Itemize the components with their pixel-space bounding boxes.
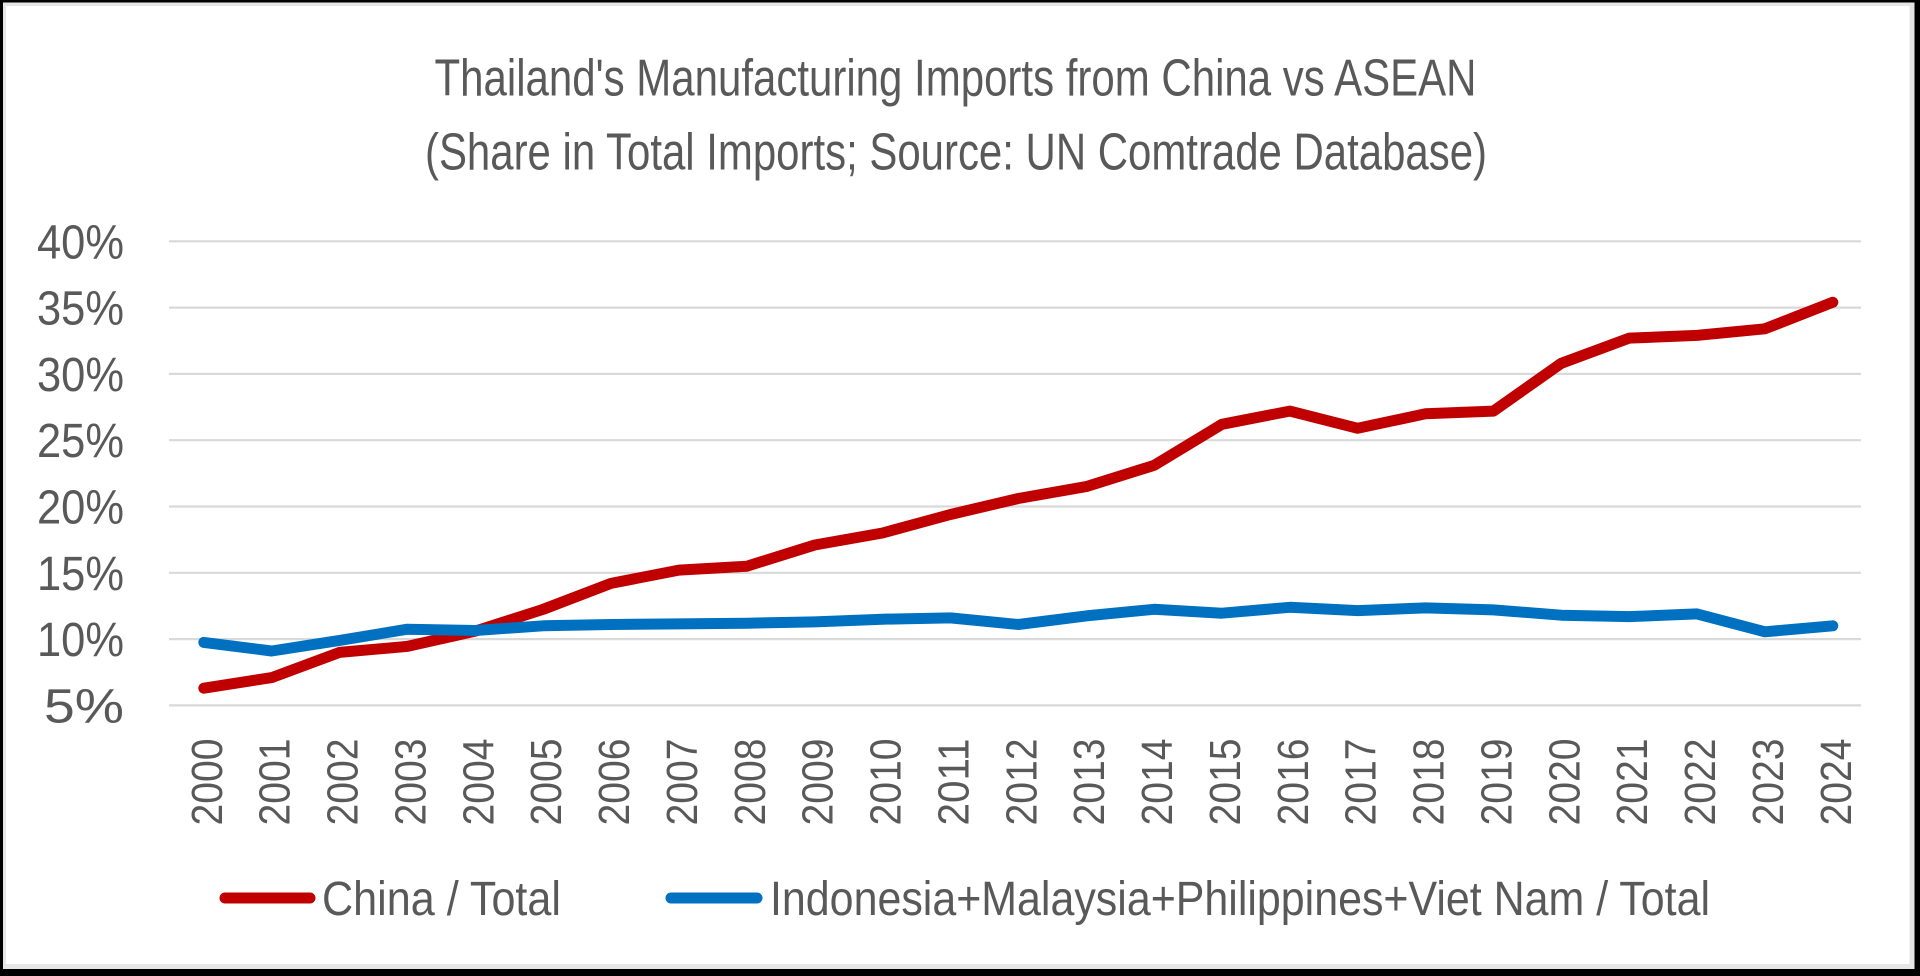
svg-text:Indonesia+Malaysia+Philippines: Indonesia+Malaysia+Philippines+Viet Nam … xyxy=(770,873,1710,926)
svg-text:2001: 2001 xyxy=(251,739,300,826)
svg-text:2004: 2004 xyxy=(454,739,503,826)
svg-text:25%: 25% xyxy=(37,415,124,468)
svg-text:35%: 35% xyxy=(37,283,124,336)
svg-text:2010: 2010 xyxy=(862,739,911,826)
svg-text:2017: 2017 xyxy=(1337,739,1386,826)
svg-text:2005: 2005 xyxy=(522,739,571,826)
svg-text:2014: 2014 xyxy=(1133,739,1182,826)
svg-text:10%: 10% xyxy=(37,614,124,667)
svg-text:2008: 2008 xyxy=(726,739,775,826)
svg-text:2018: 2018 xyxy=(1405,739,1454,826)
svg-text:2006: 2006 xyxy=(590,739,639,826)
svg-text:20%: 20% xyxy=(37,482,124,535)
svg-text:2000: 2000 xyxy=(183,739,232,826)
svg-text:Thailand's Manufacturing Impor: Thailand's Manufacturing Imports from Ch… xyxy=(435,50,1477,108)
svg-text:2020: 2020 xyxy=(1540,739,1589,826)
svg-text:30%: 30% xyxy=(37,349,124,402)
svg-text:5%: 5% xyxy=(44,680,124,733)
svg-text:2024: 2024 xyxy=(1812,739,1861,826)
svg-text:40%: 40% xyxy=(37,216,124,269)
svg-text:2019: 2019 xyxy=(1472,739,1521,826)
svg-text:2022: 2022 xyxy=(1676,739,1725,826)
svg-text:2003: 2003 xyxy=(386,739,435,826)
svg-text:2007: 2007 xyxy=(658,739,707,826)
svg-text:15%: 15% xyxy=(37,548,124,601)
svg-text:2013: 2013 xyxy=(1065,739,1114,826)
svg-text:2016: 2016 xyxy=(1269,739,1318,826)
svg-text:2023: 2023 xyxy=(1744,739,1793,826)
svg-text:2021: 2021 xyxy=(1608,739,1657,826)
svg-text:2011: 2011 xyxy=(929,739,978,826)
svg-text:2012: 2012 xyxy=(997,739,1046,826)
svg-text:2015: 2015 xyxy=(1201,739,1250,826)
svg-text:(Share in Total Imports; Sourc: (Share in Total Imports; Source: UN Comt… xyxy=(425,124,1487,182)
svg-text:2009: 2009 xyxy=(794,739,843,826)
svg-text:China / Total: China / Total xyxy=(322,873,561,926)
svg-text:2002: 2002 xyxy=(319,739,368,826)
